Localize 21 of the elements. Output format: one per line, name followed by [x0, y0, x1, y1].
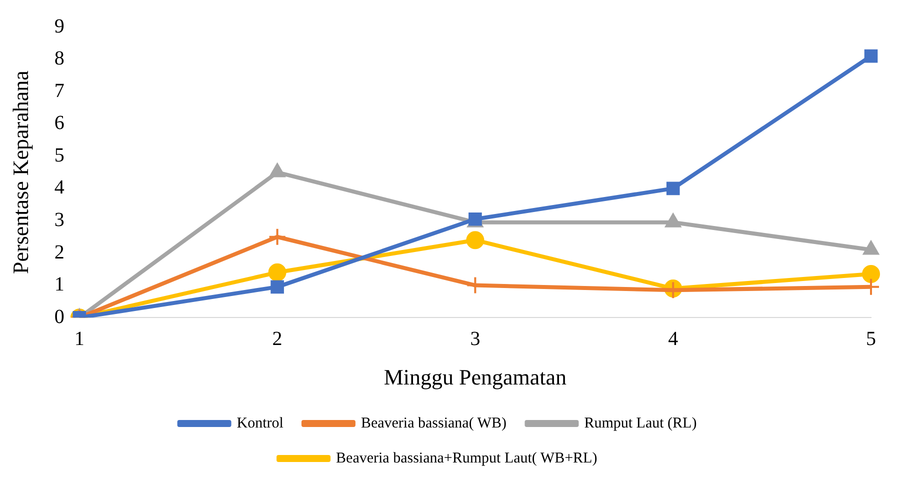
y-tick-label: 8: [54, 48, 64, 70]
x-tick-label: 2: [272, 328, 282, 350]
y-tick-label: 4: [54, 176, 64, 199]
x-tick-label: 3: [470, 328, 480, 350]
y-tick-label: 7: [54, 80, 64, 102]
x-tick-label: 5: [866, 328, 876, 350]
y-tick-label: 9: [54, 15, 64, 38]
y-tick-label: 2: [54, 241, 64, 264]
x-axis-title: Minggu Pengamatan: [384, 364, 567, 390]
y-tick-label: 5: [54, 144, 64, 166]
y-tick-label: 3: [54, 208, 64, 231]
legend-label: Rumput Laut (RL): [584, 415, 697, 432]
y-axis-title: Persentase Keparahana: [8, 70, 33, 274]
legend-label: Beaveria bassiana( WB): [360, 415, 506, 432]
x-tick-label: 1: [74, 328, 84, 350]
legend-label: Beaveria bassiana+Rumput Laut( WB+RL): [336, 450, 598, 466]
x-tick-label: 4: [668, 328, 678, 350]
legend-label: Kontrol: [236, 415, 284, 432]
y-tick-label: 0: [54, 306, 64, 328]
y-tick-label: 1: [54, 274, 64, 296]
y-tick-label: 6: [54, 112, 64, 134]
